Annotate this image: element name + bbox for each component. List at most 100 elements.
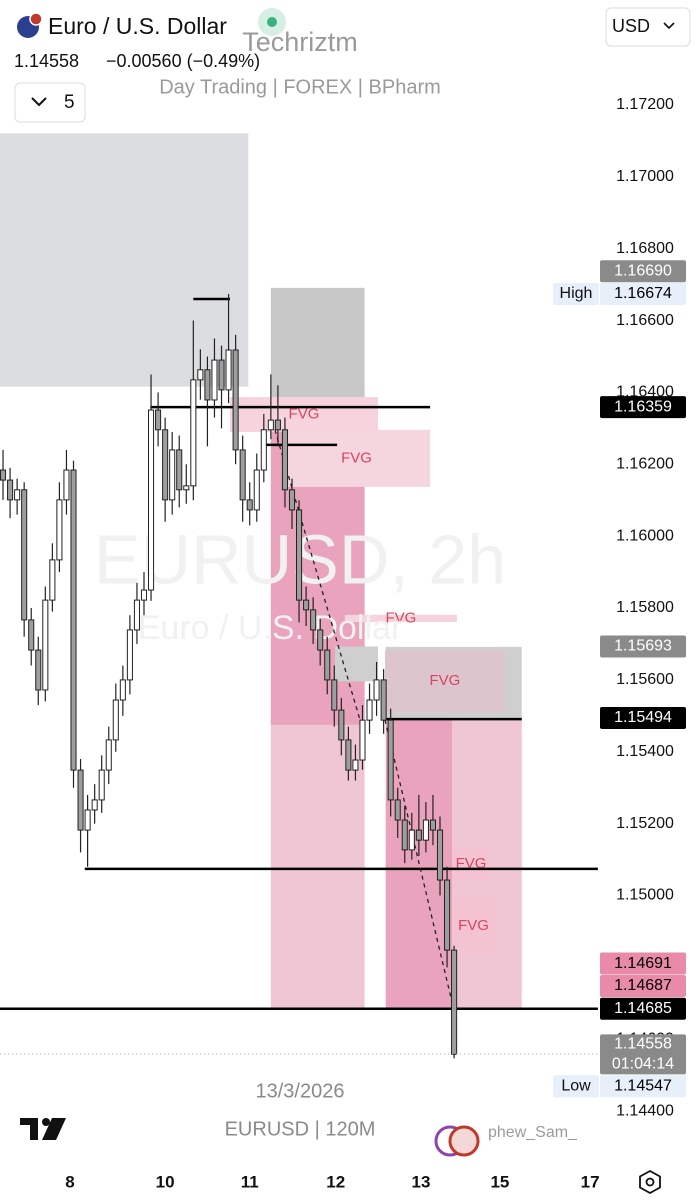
candle-body [451,949,458,1055]
zone [229,397,378,432]
zone [344,614,457,623]
candle-body [310,609,317,631]
candles [0,293,458,1059]
candle-body [183,485,190,491]
x-tick-label: 13 [412,1172,431,1191]
chevron-icon [663,22,675,30]
candle-body [366,699,373,721]
candle-body [84,809,91,831]
zone-label: FVG [341,449,372,466]
settings-icon[interactable] [639,1169,661,1195]
candle-body [148,409,155,591]
zone [385,650,505,712]
candle-body [253,469,260,511]
currency: USD [612,16,650,36]
candle-body [42,599,49,691]
interval-button[interactable] [14,82,86,123]
price-axis: 1.172001.170001.168001.166001.164001.162… [553,96,686,1119]
price-badge-label: 1.14685 [614,1000,672,1017]
price-badge-label: 1.16690 [614,262,672,279]
candle-body [267,419,274,431]
date-caption: 13/3/2026 [256,1080,345,1102]
price-change: −0.00560 (−0.49%) [106,51,260,71]
tag-label: Low [561,1078,591,1095]
y-tick-label: 1.16800 [616,240,674,257]
candle-body [14,489,21,501]
price-badge-label: 1.14687 [614,977,672,994]
tv-logo [42,1118,50,1126]
candle-body [359,719,366,761]
candle-body [162,429,169,501]
y-tick-label: 1.16200 [616,456,674,473]
candle-body [169,449,176,501]
y-tick-label: 1.15200 [616,815,674,832]
candle-body [394,799,401,821]
zone [282,429,431,487]
candle-body [352,759,359,771]
y-tick-label: 1.17000 [616,168,674,185]
candle-body [49,559,56,601]
x-tick-label: 10 [156,1172,175,1191]
y-tick-label: 1.16000 [616,527,674,544]
candle-body [260,429,267,471]
candle-body [35,649,42,691]
currency-button[interactable] [605,7,691,47]
candle-body [401,819,408,851]
candle-body [218,359,225,391]
y-tick-label: 1.14400 [616,1102,674,1119]
y-tick-label: 1.15400 [616,743,674,760]
candle-body [239,449,246,501]
candle-body [408,829,415,851]
candle-body [197,369,204,381]
flag-icon [29,12,43,26]
candle-body [387,719,394,801]
candle-body [444,879,451,951]
candle-body [422,819,429,841]
y-tick-label: 1.15800 [616,599,674,616]
settings-icon [645,1177,655,1187]
symbol-caption: EURUSD | 120M [225,1118,376,1140]
price-badge-label: 1.15494 [614,709,672,726]
candle-body [112,699,119,741]
y-tick-label: 1.16600 [616,312,674,329]
candle-body [331,679,338,711]
price-badge-label: 1.16674 [614,285,672,302]
candle-body [232,349,239,451]
y-tick-label: 1.15600 [616,671,674,688]
candle-body [7,479,14,501]
candle-body [436,829,444,881]
candle-body [63,469,70,501]
candle-body [190,379,197,487]
symbol-title: Euro / U.S. Dollar [48,13,227,39]
candle-body [119,679,126,701]
candle-body [77,769,84,831]
last-price: 1.14558 [14,51,79,71]
candle-body [155,409,162,431]
price-badge [600,952,686,975]
price-badge [600,1075,686,1098]
candle-body [246,499,253,511]
price-badge-label: 1.14691 [614,955,672,972]
zone-label: FVG [289,405,320,422]
user-icon [448,1125,480,1157]
price-badge-label: 1.14547 [614,1078,672,1095]
candle-body [281,429,288,491]
candle-body [288,489,296,511]
price-badge-label: 1.15693 [614,638,672,655]
price-badge-label: 1.14558 [614,1036,672,1053]
author: Techriztm [242,27,358,57]
price-badge [600,396,686,419]
zone [334,646,378,682]
x-tick-label: 17 [581,1172,600,1191]
candle-body [303,599,310,611]
tv-logo [20,1118,66,1140]
candle-body [324,649,331,681]
tag-badge [553,1075,599,1098]
time-axis: 8 10 11 12 13 15 17 [65,1172,599,1191]
candle-body [133,599,140,631]
price-badge-label: 1.16359 [614,398,672,415]
price-badge [600,706,686,729]
